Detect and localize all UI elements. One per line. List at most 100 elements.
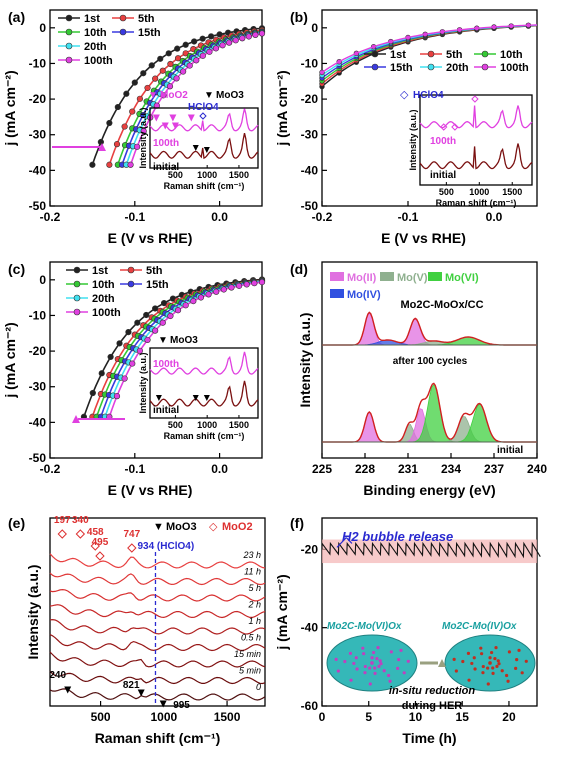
data-point [121,123,128,130]
data-point [252,31,259,39]
moo2-marker [95,551,105,561]
surface-dot [488,661,492,665]
surface-dot [491,666,495,670]
legend-marker [127,280,135,288]
data-point [174,307,182,314]
data-point [167,60,174,68]
raman-trace [49,604,266,619]
inset-x-title: Raman shift (cm⁻¹) [436,198,517,208]
x-axis-title: Time (h) [402,730,456,746]
time-label: 5 min [239,666,261,676]
legend-label: 100th [92,307,121,319]
data-point [251,280,258,287]
legend-marker [427,50,435,58]
inset-x-tick-label: 1500 [502,187,522,197]
data-point [243,281,250,288]
data-point [134,143,141,150]
hclo4-label: HClO4 [188,102,219,113]
x-axis-title: E (V vs RHE) [381,230,466,246]
inset-label-100th: 100th [153,359,179,370]
surface-dot [376,646,380,650]
data-point [129,108,136,115]
panel-label-e: (e) [8,515,25,531]
legend-marker [427,63,435,71]
data-point [205,291,212,298]
legend-label: 1st [84,13,100,25]
x-tick-label: 0 [319,710,326,724]
surface-dot [389,650,393,654]
data-point [174,45,181,52]
xps-envelope-top [322,311,537,346]
data-point [182,302,189,309]
data-point [159,319,166,326]
surface-dot [377,664,381,668]
data-point [98,370,105,377]
legend-label: 5th [146,265,163,277]
x-tick-label: -0.2 [40,462,61,476]
legend-label: Mo(V) [397,272,428,284]
x-tick-label: 240 [527,462,547,476]
data-point [191,38,198,45]
moo3-peak-label: 240 [49,670,66,681]
surface-dot [467,678,471,682]
y-tick-label: -20 [301,542,319,556]
legend-label: 15th [138,27,161,39]
panel-label-a: (a) [8,9,25,25]
surface-dot [496,659,500,663]
x-tick-label: 0.0 [211,210,228,224]
surface-dot [361,646,365,650]
moo2-legend-label: MoO2 [222,521,253,533]
y-tick-label: 0 [39,21,46,35]
surface-dot [343,659,347,664]
time-label: 0 [256,682,261,692]
data-point [160,92,167,99]
legend-marker [119,14,127,22]
inset-x-tick-label: 1000 [197,170,217,180]
x-tick-label: 225 [312,462,332,476]
moo2-peak-label: 197 [54,515,71,526]
hclo4-marker [471,95,479,103]
data-point [129,360,136,367]
hclo4-label: 934 (HClO4) [137,541,194,552]
legend-label: 20th [446,62,469,74]
moo3-peak-label: 821 [123,680,140,691]
surface-dot [373,671,377,675]
data-point [106,161,113,168]
x-tick-label: 10 [409,710,423,724]
y-tick-label: -40 [29,163,47,177]
y-tick-label: -50 [301,199,319,213]
data-point [166,83,174,90]
surface-dot [371,650,376,655]
plot-frame [49,261,263,459]
raman-trace [49,618,266,635]
x-tick-label: 231 [398,462,418,476]
y-tick-label: 0 [311,21,318,35]
surface-dot [387,673,391,678]
surface-dot [500,669,504,673]
moo2-peak-label: 458 [87,527,104,538]
y-tick-label: -40 [29,415,47,429]
time-label: 11 h [244,567,261,577]
legend-marker [73,266,81,274]
x-axis-title: E (V vs RHE) [108,230,193,246]
data-point [159,67,166,74]
moo2-legend-symbol: ◇ [209,521,218,533]
y-tick-label: -20 [29,344,47,358]
inset-trace-100th [149,351,259,375]
chart-title: Mo2C-MoOx/CC [400,299,483,311]
moo3-marker [192,145,199,151]
legend-label: 10th [500,49,523,61]
raman-trace [49,633,266,652]
legend-label: 5th [446,49,463,61]
data-point [152,305,159,312]
panel-label-d: (d) [290,261,308,277]
inset-trace-initial [149,380,259,407]
plot-frame [49,9,263,207]
y-axis-title: j (mA cm⁻²) [274,574,290,650]
legend-swatch [380,272,394,281]
y-axis-title: Intensity (a.u.) [297,313,313,408]
x-axis-title: Binding energy (eV) [363,482,495,498]
x-tick-label: -0.1 [124,462,145,476]
surface-dot [479,646,483,650]
legend-marker [371,63,379,71]
